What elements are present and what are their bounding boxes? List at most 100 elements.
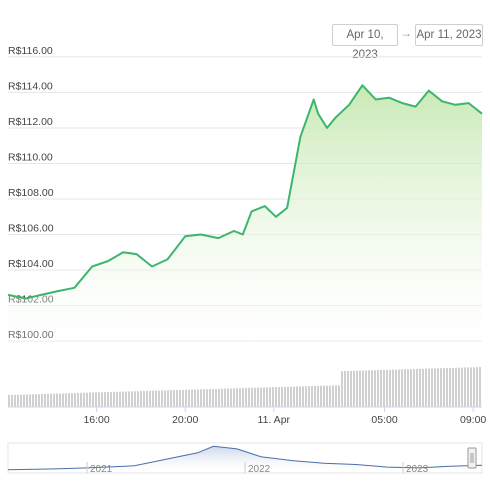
- volume-bar: [248, 387, 250, 407]
- volume-bar: [224, 388, 226, 407]
- volume-bar: [329, 385, 331, 407]
- volume-bar: [404, 369, 406, 407]
- navigator-area: [8, 446, 482, 471]
- navigator[interactable]: 2021 2022 2023: [7, 442, 483, 475]
- volume-bar: [341, 371, 343, 407]
- volume-bar: [431, 368, 433, 407]
- price-area: [8, 85, 482, 351]
- volume-bar: [455, 367, 457, 407]
- volume-bar: [362, 370, 364, 407]
- volume-bar: [233, 388, 235, 407]
- volume-bar: [467, 367, 469, 407]
- volume-bar: [176, 390, 178, 407]
- volume-bar: [371, 370, 373, 407]
- volume-bar: [20, 394, 22, 407]
- volume-bar: [464, 367, 466, 407]
- volume-bar: [446, 368, 448, 407]
- volume-bar: [77, 392, 79, 407]
- navigator-tick-label: 2022: [248, 464, 271, 475]
- volume-bar: [221, 388, 223, 407]
- volume-bar: [266, 387, 268, 407]
- volume-bar: [203, 389, 205, 407]
- volume-bar: [146, 390, 148, 407]
- volume-bar: [110, 391, 112, 407]
- volume-bar: [158, 390, 160, 407]
- volume-bar: [428, 368, 430, 407]
- volume-bar: [365, 370, 367, 407]
- volume-bar: [287, 386, 289, 407]
- volume-bar: [65, 393, 67, 407]
- volume-bar: [296, 386, 298, 407]
- volume-bar: [374, 370, 376, 407]
- volume-bar: [290, 386, 292, 407]
- volume-bar: [215, 388, 217, 407]
- volume-bar: [113, 391, 115, 407]
- volume-bar: [302, 386, 304, 407]
- volume-bar: [44, 393, 46, 407]
- volume-bar: [245, 388, 247, 407]
- volume-bar: [137, 391, 139, 407]
- y-tick-label: R$104.00: [8, 258, 54, 270]
- volume-bar: [14, 394, 16, 407]
- volume-bar: [479, 367, 481, 407]
- volume-bar: [278, 387, 280, 407]
- volume-bar: [332, 385, 334, 407]
- volume-bar: [194, 389, 196, 407]
- volume-bar: [149, 390, 151, 407]
- navigator-tick-label: 2023: [406, 464, 429, 475]
- volume-bar: [17, 394, 19, 407]
- volume-bar: [29, 394, 31, 407]
- volume-bar: [212, 388, 214, 407]
- volume-bar: [473, 367, 475, 407]
- volume-bar: [470, 367, 472, 407]
- date-from-input[interactable]: Apr 10, 2023: [332, 24, 398, 61]
- volume-bar: [308, 386, 310, 407]
- volume-bar: [218, 388, 220, 407]
- volume-bar: [314, 385, 316, 407]
- volume-bar: [236, 388, 238, 407]
- volume-bar: [317, 385, 319, 407]
- volume-bar: [440, 368, 442, 407]
- date-to-input[interactable]: Apr 11, 2023: [415, 24, 483, 46]
- volume-bar: [209, 389, 211, 407]
- volume-bar: [386, 369, 388, 407]
- x-tick-label: 09:00: [460, 414, 486, 426]
- volume-bar: [35, 394, 37, 407]
- volume-bar: [323, 385, 325, 407]
- volume-bar: [167, 390, 169, 407]
- volume-bar: [419, 368, 421, 407]
- volume-bar: [335, 385, 337, 407]
- volume-bar: [38, 394, 40, 407]
- x-axis: 16:00 20:00 11. Apr 05:00 09:00: [83, 407, 486, 426]
- volume-bar: [242, 388, 244, 407]
- volume-bar: [422, 368, 424, 407]
- volume-bar: [461, 367, 463, 407]
- navigator-tick-label: 2021: [90, 464, 113, 475]
- volume-bar: [476, 367, 478, 407]
- y-tick-label: R$108.00: [8, 187, 54, 199]
- volume-bar: [131, 391, 133, 407]
- volume-bar: [326, 385, 328, 407]
- volume-bar: [104, 392, 106, 407]
- volume-bar: [227, 388, 229, 407]
- volume-bar: [152, 390, 154, 407]
- volume-bar: [140, 391, 142, 407]
- volume-bar: [275, 387, 277, 407]
- volume-bar: [458, 367, 460, 407]
- x-tick-label: 05:00: [371, 414, 397, 426]
- volume-bar: [281, 386, 283, 407]
- volume-bar: [272, 387, 274, 407]
- volume-bar: [191, 389, 193, 407]
- navigator-handle[interactable]: [467, 447, 477, 469]
- y-tick-label: R$114.00: [8, 80, 53, 92]
- volume-bar: [98, 392, 100, 407]
- volume-bar: [185, 389, 187, 407]
- volume-bar: [338, 385, 340, 407]
- volume-bar: [260, 387, 262, 407]
- arrow-right-icon: →: [400, 26, 412, 40]
- volume-bar: [68, 393, 70, 407]
- y-tick-label: R$116.00: [8, 45, 53, 57]
- volume-bar: [23, 394, 25, 407]
- volume-bar: [116, 391, 118, 407]
